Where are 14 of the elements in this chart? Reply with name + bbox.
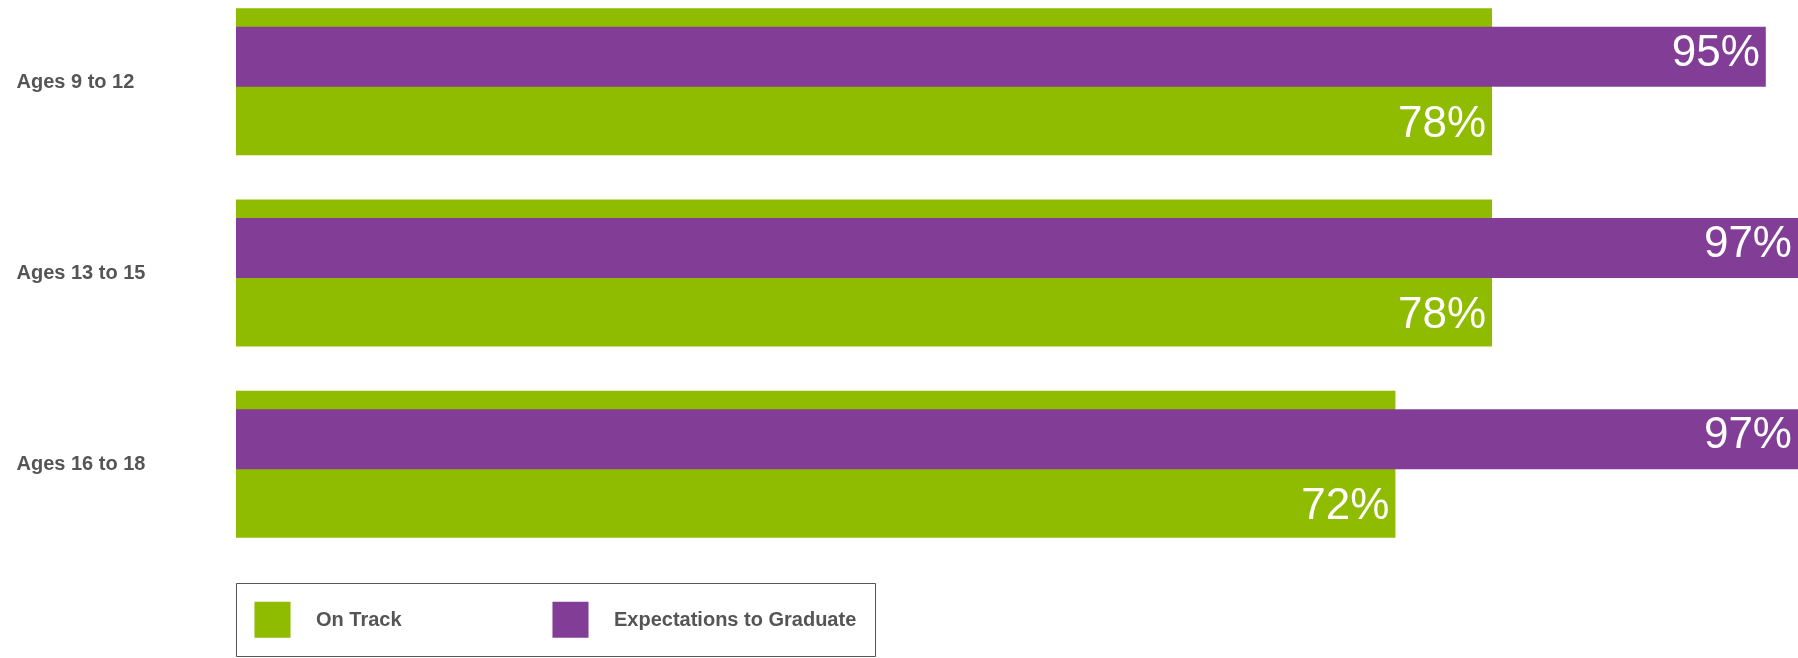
data-label: 95% <box>1671 25 1760 75</box>
data-label: 97% <box>1703 217 1792 266</box>
bar <box>236 218 1798 278</box>
legend-label: On Track <box>316 607 403 630</box>
data-label: 78% <box>1397 96 1487 146</box>
data-label: 97% <box>1703 408 1792 458</box>
bar <box>236 26 1766 87</box>
legend-label: Expectations to Graduate <box>614 607 857 630</box>
y-tick-label: Ages 9 to 12 <box>16 69 135 92</box>
data-label: 78% <box>1397 288 1487 337</box>
data-label: 72% <box>1301 479 1390 529</box>
bar <box>236 409 1798 470</box>
y-tick-label: Ages 16 to 18 <box>16 452 146 475</box>
y-tick-label: Ages 13 to 15 <box>16 261 146 283</box>
